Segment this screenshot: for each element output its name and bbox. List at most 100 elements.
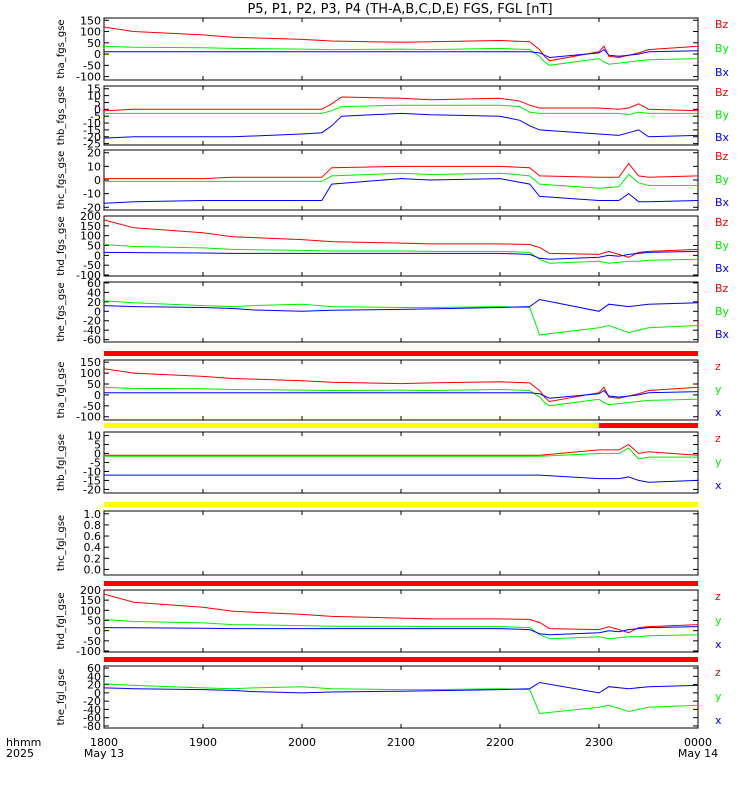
y-tick-label: 0 — [94, 174, 101, 187]
legend-z: z — [715, 666, 721, 679]
y-tick-label: 100 — [80, 230, 101, 243]
legend-y: y — [715, 614, 722, 627]
legend-Bz: Bz — [715, 216, 729, 229]
series-Bz — [104, 162, 699, 180]
y-tick-label: -25 — [83, 138, 101, 151]
series-By — [104, 104, 698, 116]
y-tick-label: -15 — [83, 124, 101, 137]
y-tick-label: -5 — [90, 110, 101, 123]
y-tick-label: 50 — [87, 37, 101, 50]
y-tick-label: 40 — [87, 670, 101, 683]
y-tick-label: 5 — [94, 96, 101, 109]
y-axis-label: thb_fgl_gse — [56, 434, 67, 491]
y-tick-label: 40 — [87, 286, 101, 299]
y-tick-label: 20 — [87, 296, 101, 309]
x-tick-label: 0000 — [684, 736, 712, 749]
y-tick-label: -50 — [83, 635, 101, 648]
y-tick-label: 200 — [80, 210, 101, 223]
series-By — [103, 244, 699, 264]
y-tick-label: -50 — [83, 59, 101, 72]
y-tick-label: 0 — [94, 389, 101, 402]
x-tick-label: 2300 — [585, 736, 613, 749]
y-tick-label: 150 — [80, 356, 101, 369]
y-tick-label: -100 — [76, 269, 101, 282]
x-tick-label: 1900 — [189, 736, 217, 749]
y-tick-label: -40 — [83, 703, 101, 716]
series-Bx — [103, 178, 699, 204]
legend-Bz: Bz — [715, 18, 729, 31]
legend-x: x — [715, 479, 722, 492]
y-tick-label: -100 — [76, 71, 101, 84]
y-tick-label: -100 — [76, 645, 101, 658]
legend-z: z — [715, 432, 721, 445]
y-tick-label: 0 — [94, 305, 101, 318]
flag-bar-yellow — [104, 502, 698, 507]
flag-bar-yellow — [104, 423, 599, 428]
y-tick-label: 50 — [87, 240, 101, 253]
y-tick-label: 100 — [80, 367, 101, 380]
legend-By: By — [715, 239, 730, 252]
y-tick-label: 0.2 — [84, 552, 102, 565]
series-Bz — [103, 96, 699, 112]
y-tick-label: -20 — [83, 131, 101, 144]
y-tick-label: 0 — [94, 48, 101, 61]
series-y — [103, 386, 699, 407]
flag-bar-red — [104, 351, 698, 356]
series-x — [104, 389, 699, 399]
y-axis-label: thc_fgl_gse — [56, 515, 67, 571]
legend-x: x — [715, 406, 722, 419]
series-Bx — [104, 48, 699, 59]
legend-y: y — [715, 456, 722, 469]
y-tick-label: 0.6 — [84, 530, 102, 543]
y-tick-label: 10 — [87, 90, 101, 103]
legend-Bz: Bz — [715, 282, 729, 295]
y-tick-label: 50 — [87, 378, 101, 391]
plot-title: P5, P1, P2, P3, P4 (TH-A,B,C,D,E) FGS, F… — [247, 2, 552, 17]
x-row1-label: hhmm — [6, 736, 41, 749]
y-axis-label: thd_fgl_gse — [56, 593, 67, 650]
legend-By: By — [715, 305, 730, 318]
legend-Bx: Bx — [715, 196, 730, 209]
series-By — [103, 45, 699, 66]
y-tick-label: 0.4 — [84, 541, 102, 554]
x-row2-label: 2025 — [6, 747, 34, 760]
flag-bar-red — [104, 581, 698, 586]
y-tick-label: 0.0 — [84, 563, 102, 576]
y-tick-label: -10 — [83, 117, 101, 130]
series-By — [103, 300, 699, 336]
x-tick-label: 2000 — [288, 736, 316, 749]
panel-frame — [103, 215, 699, 277]
y-axis-label: thb_fgs_gse — [56, 86, 67, 145]
legend-By: By — [715, 173, 730, 186]
y-tick-label: 50 — [87, 614, 101, 627]
y-tick-label: -10 — [83, 465, 101, 478]
y-tick-label: 10 — [87, 160, 101, 173]
legend-y: y — [715, 690, 722, 703]
y-tick-label: -50 — [83, 400, 101, 413]
y-tick-label: 0 — [94, 687, 101, 700]
panel-frame — [103, 510, 699, 576]
y-tick-label: -20 — [83, 315, 101, 328]
series-x — [103, 681, 699, 694]
y-tick-label: -20 — [83, 695, 101, 708]
series-y — [104, 447, 698, 460]
legend-x: x — [715, 638, 722, 651]
y-tick-label: -20 — [83, 201, 101, 214]
series-z — [104, 443, 699, 456]
series-z — [103, 593, 699, 634]
y-tick-label: -50 — [83, 259, 101, 272]
y-tick-label: 150 — [80, 220, 101, 233]
y-tick-label: 60 — [87, 277, 101, 290]
legend-Bz: Bz — [715, 86, 729, 99]
x-tick-date: May 14 — [678, 747, 718, 760]
y-tick-label: -5 — [90, 457, 101, 470]
x-tick-label: 1800 — [90, 736, 118, 749]
